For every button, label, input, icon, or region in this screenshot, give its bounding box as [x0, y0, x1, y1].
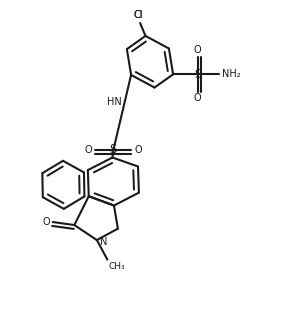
Text: S: S [110, 144, 117, 156]
Text: O: O [85, 145, 92, 155]
Text: Cl: Cl [134, 10, 143, 20]
Text: O: O [134, 145, 142, 155]
Text: HN: HN [107, 97, 122, 107]
Text: S: S [194, 68, 201, 81]
Text: Cl: Cl [134, 10, 143, 20]
Text: O: O [194, 93, 201, 103]
Text: CH₃: CH₃ [109, 262, 125, 271]
Text: O: O [194, 45, 201, 55]
Text: NH₂: NH₂ [222, 69, 240, 79]
Text: O: O [42, 217, 50, 227]
Text: N: N [100, 237, 107, 247]
